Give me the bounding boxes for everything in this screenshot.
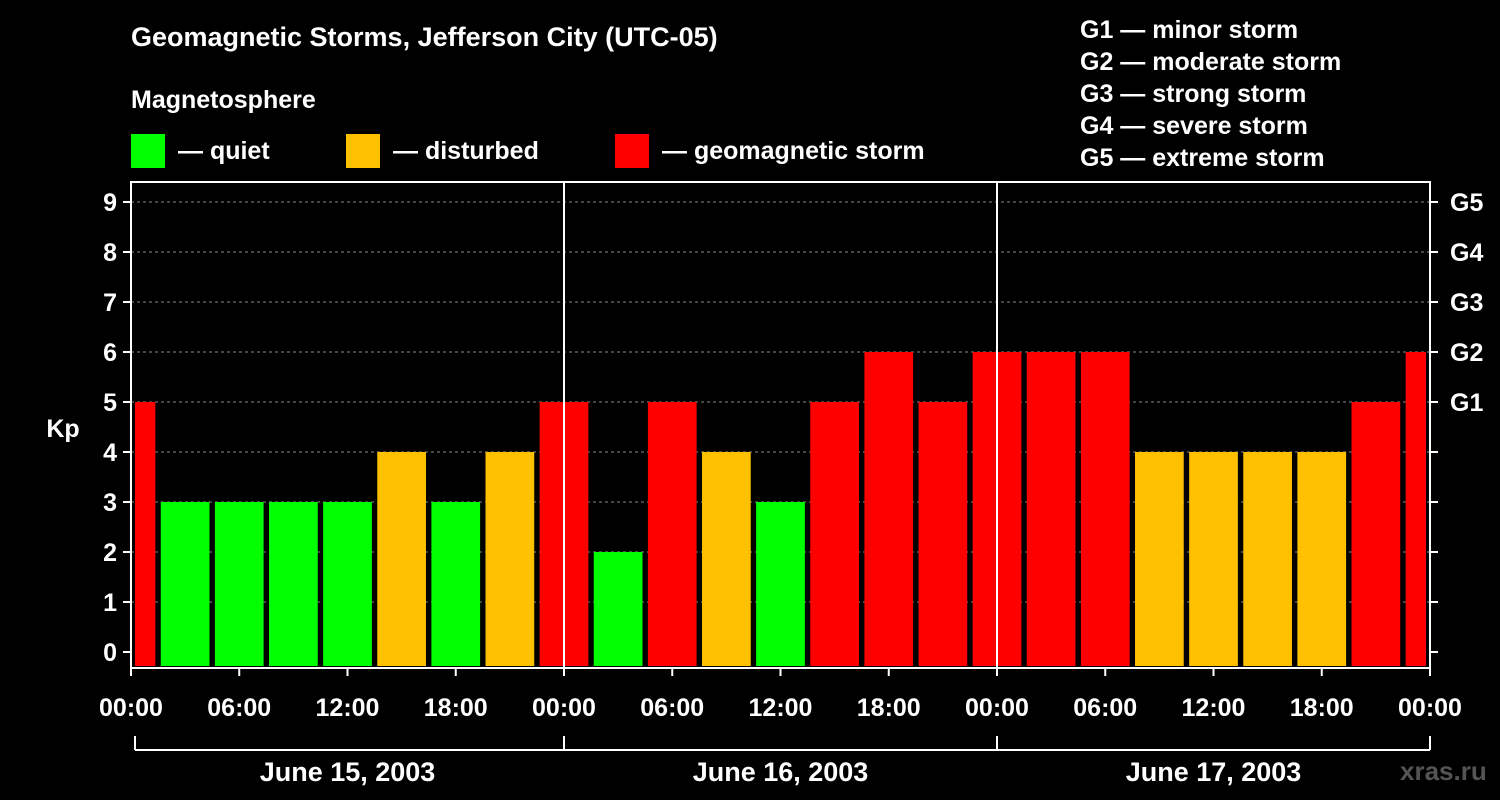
y-tick-label: 8 <box>103 239 117 267</box>
bar <box>269 502 318 666</box>
chart-title: Geomagnetic Storms, Jefferson City (UTC-… <box>131 22 718 52</box>
x-tick-label: 18:00 <box>857 694 921 722</box>
bar <box>431 502 481 666</box>
bar <box>377 452 426 666</box>
y-tick-label: 5 <box>103 389 117 417</box>
bar <box>810 402 859 666</box>
bar <box>214 502 264 666</box>
g-scale-g2: G2 — moderate storm <box>1080 48 1342 76</box>
x-tick-label: 06:00 <box>1073 694 1137 722</box>
x-tick-label: 18:00 <box>1290 694 1354 722</box>
g-scale-axis-label: G1 <box>1450 389 1483 417</box>
y-tick-label: 4 <box>103 439 117 467</box>
legend-quiet: — quiet <box>131 134 270 168</box>
bar <box>1135 452 1184 666</box>
g-scale-axis-label: G2 <box>1450 339 1483 367</box>
g-scale-list: G1 — minor storm G2 — moderate storm G3 … <box>1080 14 1341 174</box>
bar <box>1189 452 1238 666</box>
y-tick-label: 7 <box>103 289 117 317</box>
x-tick-label: 18:00 <box>424 694 488 722</box>
y-tick-label: 2 <box>103 539 117 567</box>
legend-label-quiet: — quiet <box>178 136 270 165</box>
date-label: June 17, 2003 <box>1126 757 1302 787</box>
y-tick-label: 1 <box>103 589 117 617</box>
x-tick-label: 12:00 <box>1182 694 1246 722</box>
bar <box>756 502 805 666</box>
date-label: June 15, 2003 <box>260 757 436 787</box>
legend-disturbed: — disturbed <box>346 134 539 168</box>
bar <box>1080 352 1130 666</box>
bar <box>135 402 156 666</box>
g-scale-axis-label: G4 <box>1450 239 1483 267</box>
bar <box>593 552 643 666</box>
bar <box>647 402 697 666</box>
x-tick-label: 00:00 <box>532 694 596 722</box>
magnetosphere-label: Magnetosphere <box>131 86 316 114</box>
y-tick-label: 3 <box>103 489 117 517</box>
g-scale-g5: G5 — extreme storm <box>1080 144 1325 172</box>
bar <box>1026 352 1076 666</box>
bar <box>1351 402 1401 666</box>
y-tick-label: 6 <box>103 339 117 367</box>
x-tick-label: 00:00 <box>1398 694 1462 722</box>
bar <box>1297 452 1347 666</box>
watermark: xras.ru <box>1400 756 1487 786</box>
x-tick-label: 00:00 <box>99 694 163 722</box>
bar <box>485 452 535 666</box>
date-label: June 16, 2003 <box>693 757 869 787</box>
g-scale-axis-label: G3 <box>1450 289 1483 317</box>
legend-label-storm: — geomagnetic storm <box>662 136 925 165</box>
bar <box>323 502 372 666</box>
y-axis-title: Kp <box>46 415 79 443</box>
bar <box>1243 452 1292 666</box>
g-scale-g1: G1 — minor storm <box>1080 16 1299 44</box>
y-tick-label: 0 <box>103 639 117 667</box>
legend-label-disturbed: — disturbed <box>393 136 539 165</box>
legend-swatch-disturbed <box>346 134 380 168</box>
x-tick-label: 12:00 <box>316 694 380 722</box>
x-tick-label: 12:00 <box>749 694 813 722</box>
y-tick-label: 9 <box>103 189 117 217</box>
legend-swatch-quiet <box>131 134 165 168</box>
legend-storm: — geomagnetic storm <box>615 134 925 168</box>
x-tick-label: 06:00 <box>207 694 271 722</box>
x-tick-label: 06:00 <box>640 694 704 722</box>
bar <box>864 352 914 666</box>
g-scale-g3: G3 — strong storm <box>1080 80 1307 108</box>
bar <box>1405 352 1426 666</box>
bar <box>702 452 751 666</box>
g-scale-g4: G4 — severe storm <box>1080 112 1308 140</box>
bar <box>160 502 210 666</box>
g-scale-axis-label: G5 <box>1450 189 1483 217</box>
legend-swatch-storm <box>615 134 649 168</box>
x-tick-label: 00:00 <box>965 694 1029 722</box>
bar <box>918 402 968 666</box>
